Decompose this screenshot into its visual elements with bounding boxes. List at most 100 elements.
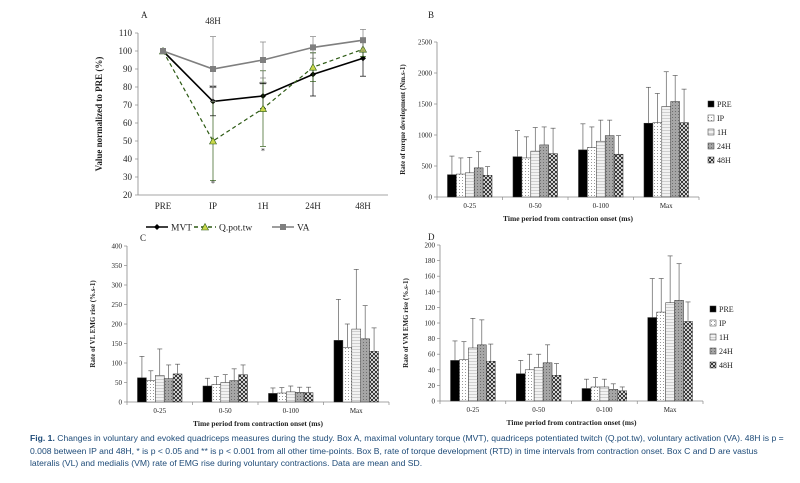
legend-swatch: [707, 128, 715, 136]
bar-24h: [539, 144, 549, 198]
x-tick-label: IP: [209, 201, 217, 211]
y-tick-label: 120: [425, 304, 436, 312]
legend-swatch: [709, 305, 717, 313]
y-tick-label: 80: [123, 82, 133, 92]
bar-pre: [447, 174, 457, 198]
data-point: [210, 66, 216, 72]
y-tick-label: 1500: [418, 101, 433, 109]
annotation: **: [259, 80, 267, 89]
x-tick-label: Max: [660, 202, 673, 210]
legend-label: Q.pot.tw: [219, 224, 252, 234]
bar-48h: [613, 153, 624, 198]
panel-A: A 20 30 40 50 60 70 80 90 100 110 PRE IP 1H 24H 48H Valu…: [94, 10, 388, 234]
y-tick-label: 300: [112, 282, 123, 290]
bar-48h: [369, 351, 379, 403]
legend-item: 48H: [709, 361, 733, 370]
legend-item: 1H: [709, 333, 729, 342]
bar-pre: [643, 122, 654, 198]
y-tick-label: 0: [119, 399, 123, 407]
legend-label: VA: [297, 224, 310, 234]
x-tick-label: 0-25: [463, 202, 476, 210]
panel-label: C: [140, 233, 146, 243]
x-tick-label: 1H: [258, 201, 270, 211]
y-tick-label: 30: [123, 172, 133, 182]
y-tick-label: 60: [123, 118, 133, 128]
y-tick-label: 400: [112, 243, 123, 251]
bar-1h: [599, 386, 610, 402]
y-tick-label: 0: [429, 194, 433, 202]
legend-swatch: [709, 347, 717, 355]
bar-ip: [652, 122, 663, 198]
x-tick-label: 0-100: [596, 406, 613, 414]
legend-label: PRE: [719, 305, 734, 314]
y-tick-label: 40: [123, 154, 133, 164]
x-tick-label: 24H: [305, 201, 321, 211]
legend-swatch: [707, 156, 715, 164]
y-tick-label: 110: [119, 28, 133, 38]
figure-caption: Fig. 1. Changes in voluntary and evoked …: [30, 432, 785, 470]
bar-1h: [220, 382, 230, 403]
legend: PRE IP 1H 24H 48H: [707, 100, 732, 165]
x-tick-label: 0-100: [593, 202, 610, 210]
annotation: *: [261, 147, 265, 156]
legend-item: 1H: [707, 128, 727, 137]
bar-48h: [238, 374, 248, 403]
bar-ip: [590, 386, 601, 402]
y-tick-label: 50: [115, 379, 123, 387]
panel-label: D: [428, 232, 435, 242]
y-axis-label: Rate of VL EMG rise (%.s-1): [89, 280, 97, 368]
x-tick-label: 0-25: [466, 406, 479, 414]
y-tick-label: 150: [112, 340, 123, 348]
bar-pre: [647, 317, 657, 402]
y-tick-label: 100: [425, 320, 436, 328]
x-tick-label: 0-50: [529, 202, 542, 210]
y-tick-label: 160: [425, 273, 436, 281]
legend-item: 24H: [709, 347, 733, 356]
bar-48h: [303, 392, 314, 403]
y-tick-label: 250: [112, 301, 123, 309]
x-tick-label: 0-50: [219, 407, 232, 415]
legend-swatch: [707, 114, 715, 122]
bar-ip: [277, 392, 287, 403]
bar-48h: [548, 153, 558, 198]
bar-1h: [665, 302, 675, 402]
data-point: [360, 37, 366, 44]
bar-pre: [268, 393, 278, 403]
data-point: [260, 57, 266, 63]
legend-marker: [154, 224, 160, 230]
bar-48h: [551, 375, 562, 402]
y-tick-label: 180: [425, 257, 436, 265]
caption-text: Changes in voluntary and evoked quadrice…: [30, 433, 784, 468]
y-tick-label: 0: [432, 398, 436, 406]
bar-ip: [459, 359, 469, 402]
bar-24h: [360, 338, 370, 403]
bar-24h: [608, 389, 619, 402]
data-point: [258, 104, 268, 112]
y-tick-label: 140: [425, 288, 436, 296]
legend-item: 24H: [707, 142, 731, 151]
annotation: *: [211, 179, 215, 188]
bar-1h: [468, 347, 478, 402]
y-tick-label: 500: [422, 163, 433, 171]
panel-label: A: [141, 10, 148, 20]
bar-24h: [674, 300, 684, 402]
bar-pre: [202, 385, 213, 403]
legend-swatch: [707, 100, 715, 108]
bar-24h: [229, 380, 239, 403]
legend-swatch: [709, 333, 717, 341]
legend-label: IP: [719, 319, 727, 328]
y-tick-label: 350: [112, 262, 123, 270]
y-tick-label: 80: [428, 335, 436, 343]
legend-label: MVT: [171, 224, 192, 234]
bar-1h: [533, 367, 544, 402]
bar-48h: [683, 321, 693, 402]
x-tick-label: 48H: [355, 201, 371, 211]
bar-pre: [581, 388, 592, 402]
bar-1h: [286, 391, 296, 403]
bar-pre: [450, 360, 460, 402]
bar-1h: [155, 375, 165, 403]
figure-canvas: A 20 30 40 50 60 70 80 90 100 110 PRE IP 1H 24H 48H Valu…: [89, 10, 734, 428]
bar-48h: [172, 373, 183, 403]
x-tick-label: 0-25: [153, 407, 166, 415]
legend-item: PRE: [707, 100, 732, 109]
